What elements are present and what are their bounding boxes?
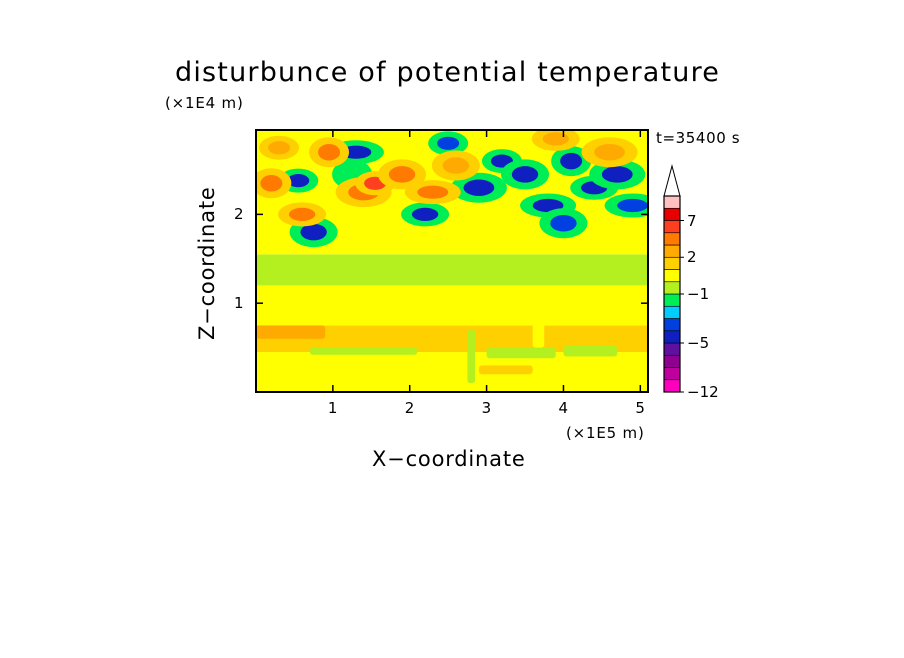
field-cell-25-ring-1 xyxy=(442,157,470,174)
colorbar-segment-5 xyxy=(663,318,681,332)
field-strip-8 xyxy=(532,307,545,348)
field-cell-19-ring-1 xyxy=(388,166,416,183)
colorbar-label-4: −12 xyxy=(687,383,719,401)
colorbar-segment-11 xyxy=(663,244,681,258)
chart-title: disturbunce of potential temperature xyxy=(175,57,721,88)
field-cell-23-ring-1 xyxy=(594,143,625,161)
field-cell-14-ring-1 xyxy=(617,198,648,213)
field-strip-2 xyxy=(563,345,618,357)
field-cell-16-ring-1 xyxy=(288,207,316,221)
x-tick-label-2: 3 xyxy=(481,399,492,417)
colorbar-segment-12 xyxy=(663,232,681,246)
x-axis-label: X−coordinate xyxy=(372,447,526,471)
field-strip-1 xyxy=(486,347,556,359)
field-cell-5-ring-1 xyxy=(463,179,495,196)
field-band-3 xyxy=(256,254,648,286)
field-cell-13-ring-1 xyxy=(550,215,577,232)
y-axis-unit: (×1E4 m) xyxy=(165,94,244,112)
field-cell-15-ring-1 xyxy=(260,175,283,192)
plot-area xyxy=(256,130,648,392)
field-band-0 xyxy=(256,352,648,392)
field-cell-22-ring-1 xyxy=(542,132,569,146)
axis-ticks xyxy=(256,130,648,392)
field-cell-8-ring-1 xyxy=(532,198,564,213)
field-cell-4-ring-1 xyxy=(411,207,439,221)
time-label: t=35400 s xyxy=(656,129,741,147)
colorbar-segment-9 xyxy=(663,269,681,283)
colorbar-extend-arrow xyxy=(663,164,681,197)
field-cell-0-ring-1 xyxy=(287,174,310,188)
colorbar-segment-7 xyxy=(663,293,681,307)
colorbar-label-2: −1 xyxy=(687,285,710,303)
colorbar-label-0: 7 xyxy=(687,211,697,230)
colorbar-segment-2 xyxy=(663,354,681,368)
y-tick-label-1: 2 xyxy=(234,205,244,224)
field-strip-0 xyxy=(309,347,418,355)
field-strip-4 xyxy=(363,336,464,348)
colorbar-segment-3 xyxy=(663,342,681,356)
x-tick-label-0: 1 xyxy=(327,399,338,417)
field-band-2 xyxy=(256,285,648,326)
plot-frame xyxy=(255,129,649,393)
x-axis-unit: (×1E5 m) xyxy=(566,424,645,442)
x-tick-label-1: 2 xyxy=(404,399,415,417)
colorbar-segment-6 xyxy=(663,305,681,319)
colorbar-label-1: 2 xyxy=(687,248,697,267)
field-strip-7 xyxy=(467,329,476,384)
y-tick-label-0: 1 xyxy=(234,294,244,313)
field-cell-24-ring-1 xyxy=(268,141,291,155)
colorbar xyxy=(663,164,684,393)
x-tick-label-3: 4 xyxy=(558,399,568,417)
colorbar-label-3: −5 xyxy=(687,334,710,352)
y-axis-label: Z−coordinate xyxy=(195,186,219,340)
field-strip-3 xyxy=(256,325,326,339)
x-tick-label-4: 5 xyxy=(635,399,645,417)
field-strip-5 xyxy=(478,365,533,375)
colorbar-segment-14 xyxy=(663,207,681,221)
colorbar-segment-8 xyxy=(663,281,681,295)
colorbar-segment-13 xyxy=(663,220,681,234)
field-cell-9-ring-1 xyxy=(560,152,583,170)
field-strip-6 xyxy=(601,334,641,344)
colorbar-segment-15 xyxy=(663,195,681,209)
colorbar-segment-10 xyxy=(663,256,681,270)
field-cell-1-ring-1 xyxy=(300,223,327,241)
field-cell-20-ring-1 xyxy=(417,185,449,199)
colorbar-segment-0 xyxy=(663,379,681,393)
field-cell-11-ring-1 xyxy=(601,166,633,183)
field-cell-21-ring-1 xyxy=(318,143,341,161)
colorbar-segment-1 xyxy=(663,367,681,381)
field-cell-7-ring-1 xyxy=(511,166,539,183)
field-cell-12-ring-1 xyxy=(437,136,460,150)
colorbar-segment-4 xyxy=(663,330,681,344)
